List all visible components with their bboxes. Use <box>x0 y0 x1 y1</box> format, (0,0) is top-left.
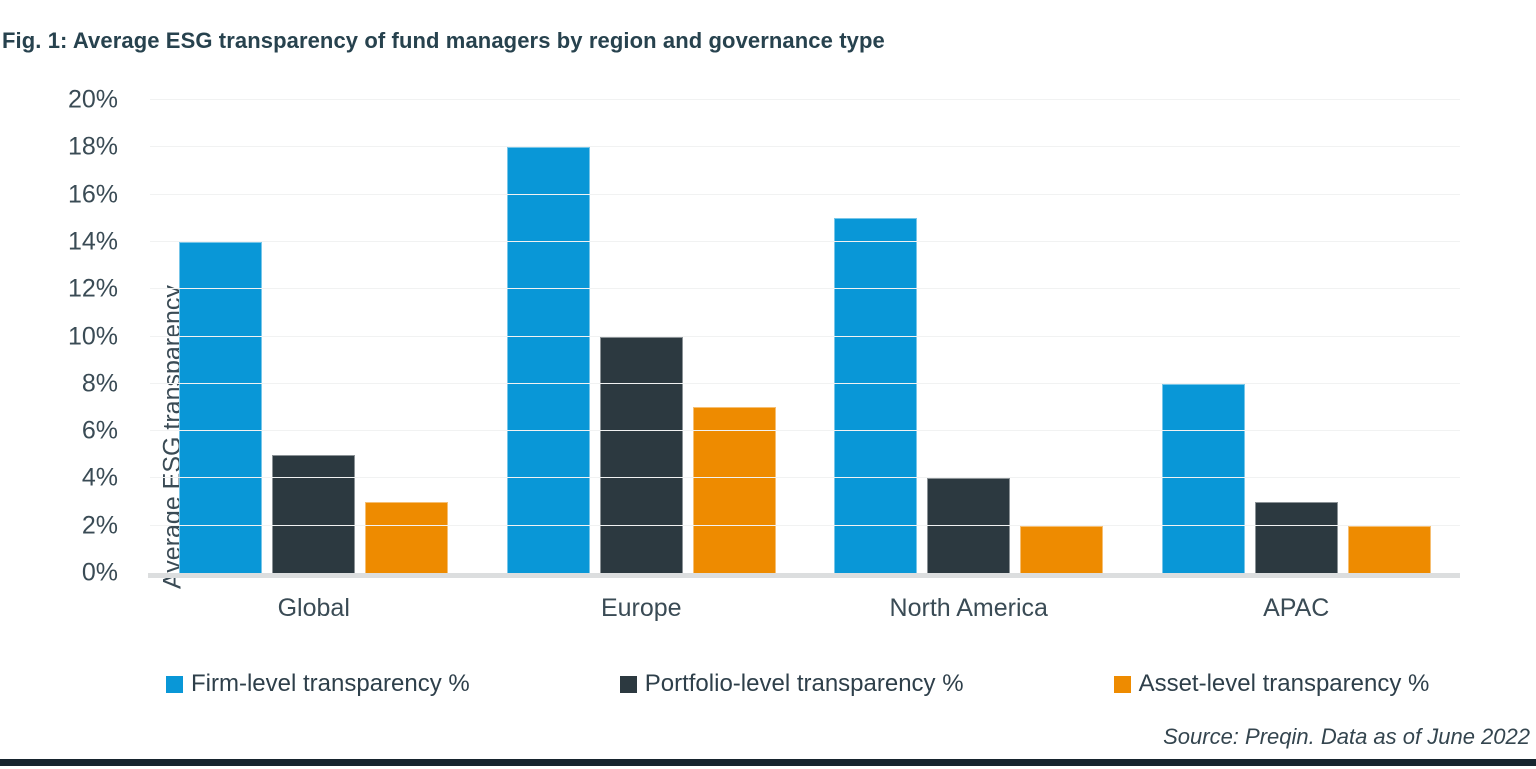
y-axis-tick: 18% <box>67 132 118 161</box>
y-axis-tick: 10% <box>67 322 118 350</box>
plot-area: Average ESG transparency 0% 2% 4% 6% 8% 10% 12… <box>68 87 1460 589</box>
bar-portfolio-level-transparency-europe <box>599 336 683 573</box>
bar-groups <box>150 100 1460 573</box>
gridline <box>150 430 1460 432</box>
x-axis-line <box>148 573 1460 578</box>
y-axis-tick: 2% <box>81 511 118 540</box>
gridline <box>150 335 1460 337</box>
bar-firm-level-transparency-europe <box>506 147 590 573</box>
x-axis-label-north-america: North America <box>889 594 1048 622</box>
y-axis-tick: 20% <box>67 85 118 114</box>
source-note: Source: Preqin. Data as of June 2022 <box>1163 724 1530 749</box>
bar-group-europe <box>478 100 806 573</box>
legend-label: Asset-level transparency % <box>1138 670 1430 697</box>
bar-group-north-america <box>805 100 1133 573</box>
bar-portfolio-level-transparency-global <box>272 454 356 573</box>
legend-swatch-icon <box>1113 675 1131 693</box>
x-axis-labels: Global Europe North America APAC <box>150 594 1460 623</box>
gridline <box>150 477 1460 479</box>
legend: Firm-level transparency % Portfolio-level… <box>166 670 1429 698</box>
y-axis-tick: 8% <box>81 369 118 398</box>
bottom-accent-bar <box>0 759 1536 766</box>
legend-swatch-icon <box>166 675 183 693</box>
bar-portfolio-level-transparency-north-america <box>927 478 1011 573</box>
y-axis-tick: 16% <box>67 180 118 209</box>
legend-swatch-icon <box>619 675 637 693</box>
gridline <box>150 288 1460 290</box>
x-axis-label-apac: APAC <box>1263 594 1330 622</box>
bar-firm-level-transparency-apac <box>1161 383 1245 573</box>
legend-item-firm-level-transparency: Firm-level transparency % <box>166 670 470 698</box>
legend-item-portfolio-level-transparency: Portfolio-level transparency % <box>619 670 964 698</box>
gridline <box>150 193 1460 195</box>
gridline <box>150 99 1460 100</box>
y-axis-tick: 12% <box>67 274 118 303</box>
bar-asset-level-transparency-global <box>365 502 449 573</box>
bar-firm-level-transparency-global <box>179 241 263 573</box>
bar-portfolio-level-transparency-apac <box>1254 502 1338 573</box>
gridline <box>150 524 1460 526</box>
gridline <box>150 240 1460 242</box>
legend-label: Portfolio-level transparency % <box>644 670 964 697</box>
bar-asset-level-transparency-apac <box>1347 525 1431 573</box>
gridline <box>150 146 1460 148</box>
bar-asset-level-transparency-europe <box>692 407 776 573</box>
y-axis-tick: 4% <box>81 463 118 492</box>
legend-label: Firm-level transparency % <box>191 670 470 697</box>
bar-group-apac <box>1133 100 1461 573</box>
x-axis-label-europe: Europe <box>600 594 682 622</box>
legend-item-asset-level-transparency: Asset-level transparency % <box>1113 670 1430 698</box>
figure-title: Fig. 1: Average ESG transparency of fund… <box>2 28 885 53</box>
y-axis-tick: 14% <box>67 227 118 256</box>
bar-firm-level-transparency-north-america <box>834 218 918 573</box>
bar-asset-level-transparency-north-america <box>1020 525 1104 573</box>
bar-group-global <box>150 100 478 573</box>
x-axis-label-global: Global <box>277 594 350 622</box>
gridline <box>150 382 1460 384</box>
y-axis-tick: 0% <box>81 558 118 587</box>
y-axis-tick: 6% <box>81 416 118 445</box>
